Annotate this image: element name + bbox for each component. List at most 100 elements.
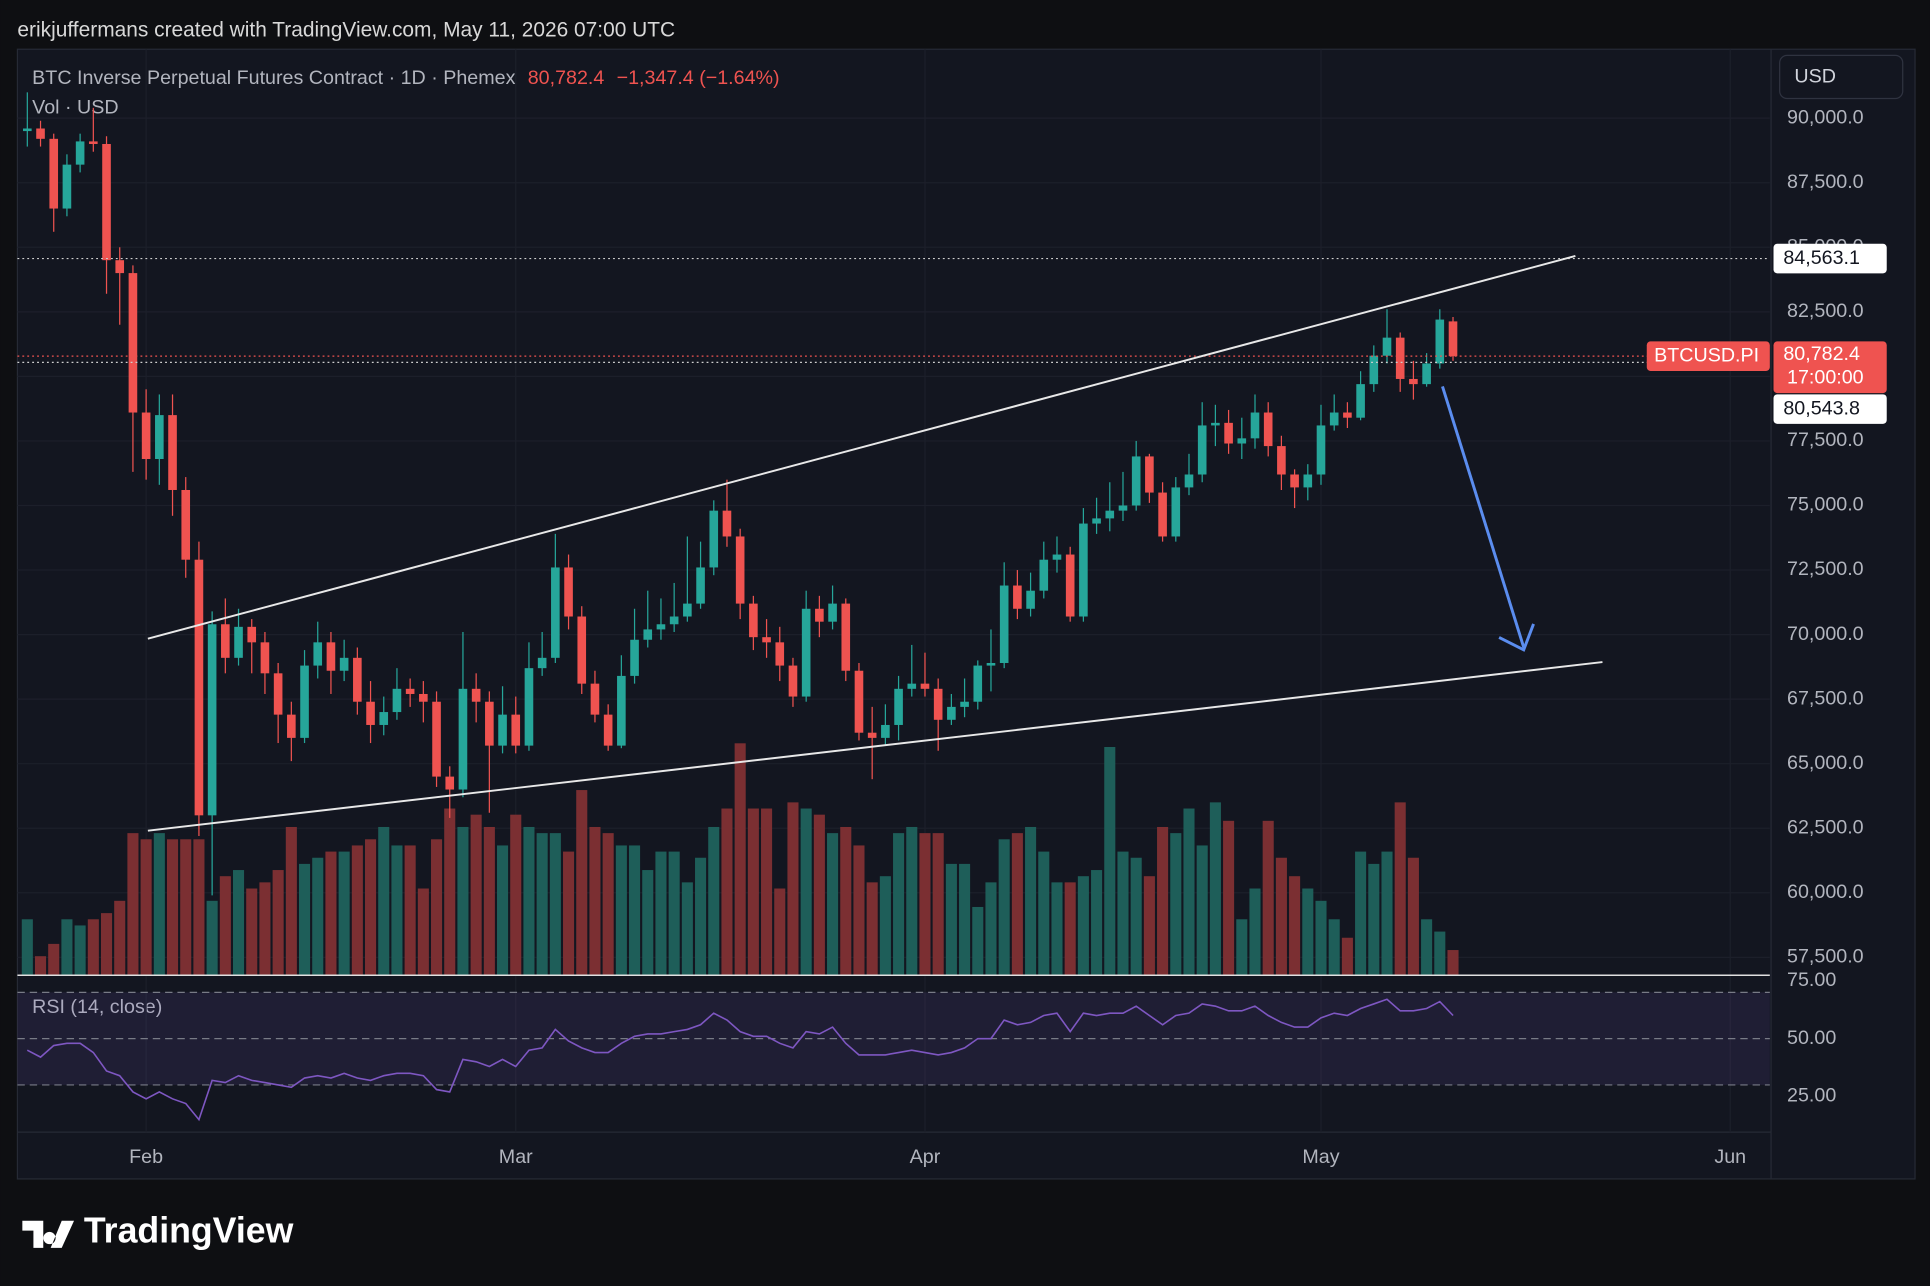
candle-body [590,683,600,715]
candle-body [920,683,930,689]
volume-bar [1434,931,1446,975]
volume-bar [1275,857,1287,975]
candle-body [1316,425,1326,475]
volume-bar [87,919,99,975]
candle-body [775,642,785,666]
volume-bar [193,839,205,975]
volume-bar [1368,863,1380,975]
currency-label[interactable]: USD [1794,66,1836,88]
candle-body [1382,337,1392,356]
volume-bar [602,833,614,975]
volume-bar [127,833,139,975]
volume-bar [48,943,60,975]
volume-bar [299,863,311,975]
candle-body [537,657,547,669]
candle-body [1065,554,1075,617]
volume-bar [840,826,852,975]
volume-bar [510,814,522,975]
candle-body [999,585,1009,663]
volume-bar [378,826,390,975]
volume-bar [919,833,931,975]
y-tick-label: 25.00 [1787,1085,1836,1107]
volume-bar [497,845,509,975]
candle-body [181,489,191,560]
volume-bar [655,851,667,975]
volume-bar [629,845,641,975]
volume-bar [536,833,548,975]
volume-bar [232,870,245,975]
volume-bar [206,900,218,975]
candle-body [23,128,32,132]
candle-body [392,688,402,713]
candle-body [1303,474,1313,488]
candle-body [405,688,415,694]
rsi-line [26,998,1454,1122]
volume-bar [404,845,416,975]
candle-body [828,603,837,622]
candle-body [1290,474,1299,488]
volume-bar [1302,888,1314,975]
candle-body [1409,378,1418,385]
volume-bar [391,845,403,975]
last-price: 80,782.4 [528,67,605,89]
candle-body [1448,321,1458,357]
volume-bar [708,826,720,975]
lower-trendline[interactable] [147,661,1603,832]
volume-bar [470,814,482,975]
volume-bar [668,851,680,975]
volume-bar [549,833,561,975]
candle-body [1118,505,1128,511]
volume-bar [642,870,654,975]
arrow-shaft[interactable] [1441,385,1526,648]
candle-body [1422,363,1431,385]
volume-bar [61,919,73,975]
candle-body [511,714,521,746]
volume-bar [1209,802,1221,975]
candle-body [669,616,679,625]
candle-body [854,670,864,733]
volume-bar [365,839,377,975]
candle-body [947,706,956,720]
candle-body [1158,492,1167,537]
brand-icon [22,1220,75,1248]
candle-body [1105,510,1115,519]
volume-bar [827,833,839,975]
candle-body [471,688,481,702]
price-change: −1,347.4 (−1.64%) [617,67,780,89]
y-tick-label: 75.00 [1787,969,1836,991]
volume-bar [457,826,469,975]
candle-body [445,776,455,790]
candle-body [617,675,626,746]
candle-body [973,665,983,702]
candle-body [141,412,151,460]
rsi-label: RSI (14, close) [32,996,162,1018]
candle-body [168,415,177,490]
volume-bar [761,808,773,975]
volume-bar [1157,826,1169,975]
candle-body [221,624,230,658]
y-tick-label: 70,000.0 [1787,623,1864,645]
volume-bar [853,845,865,975]
candle-body [326,642,336,671]
volume-bar [1289,876,1301,975]
y-tick-label: 90,000.0 [1787,106,1864,128]
volume-bar [787,802,799,975]
candle-body [894,688,903,725]
arrow-head[interactable] [1498,623,1535,652]
candle-body [419,693,428,702]
upper-trendline[interactable] [147,255,1576,640]
candle-body [36,128,45,139]
volume-bar [1077,876,1089,975]
candle-body [260,642,270,674]
level-label: 84,563.1 [1783,247,1860,269]
currency-button[interactable] [1779,54,1904,100]
volume-bar [34,956,47,975]
candle-body [1211,422,1220,426]
y-tick-label: 82,500.0 [1787,300,1864,322]
volume-bar [1249,888,1261,975]
candle-body [1435,319,1445,364]
volume-bar [563,851,575,975]
candle-body [1092,518,1101,524]
volume-bar [813,814,825,975]
candle-body [735,536,745,604]
